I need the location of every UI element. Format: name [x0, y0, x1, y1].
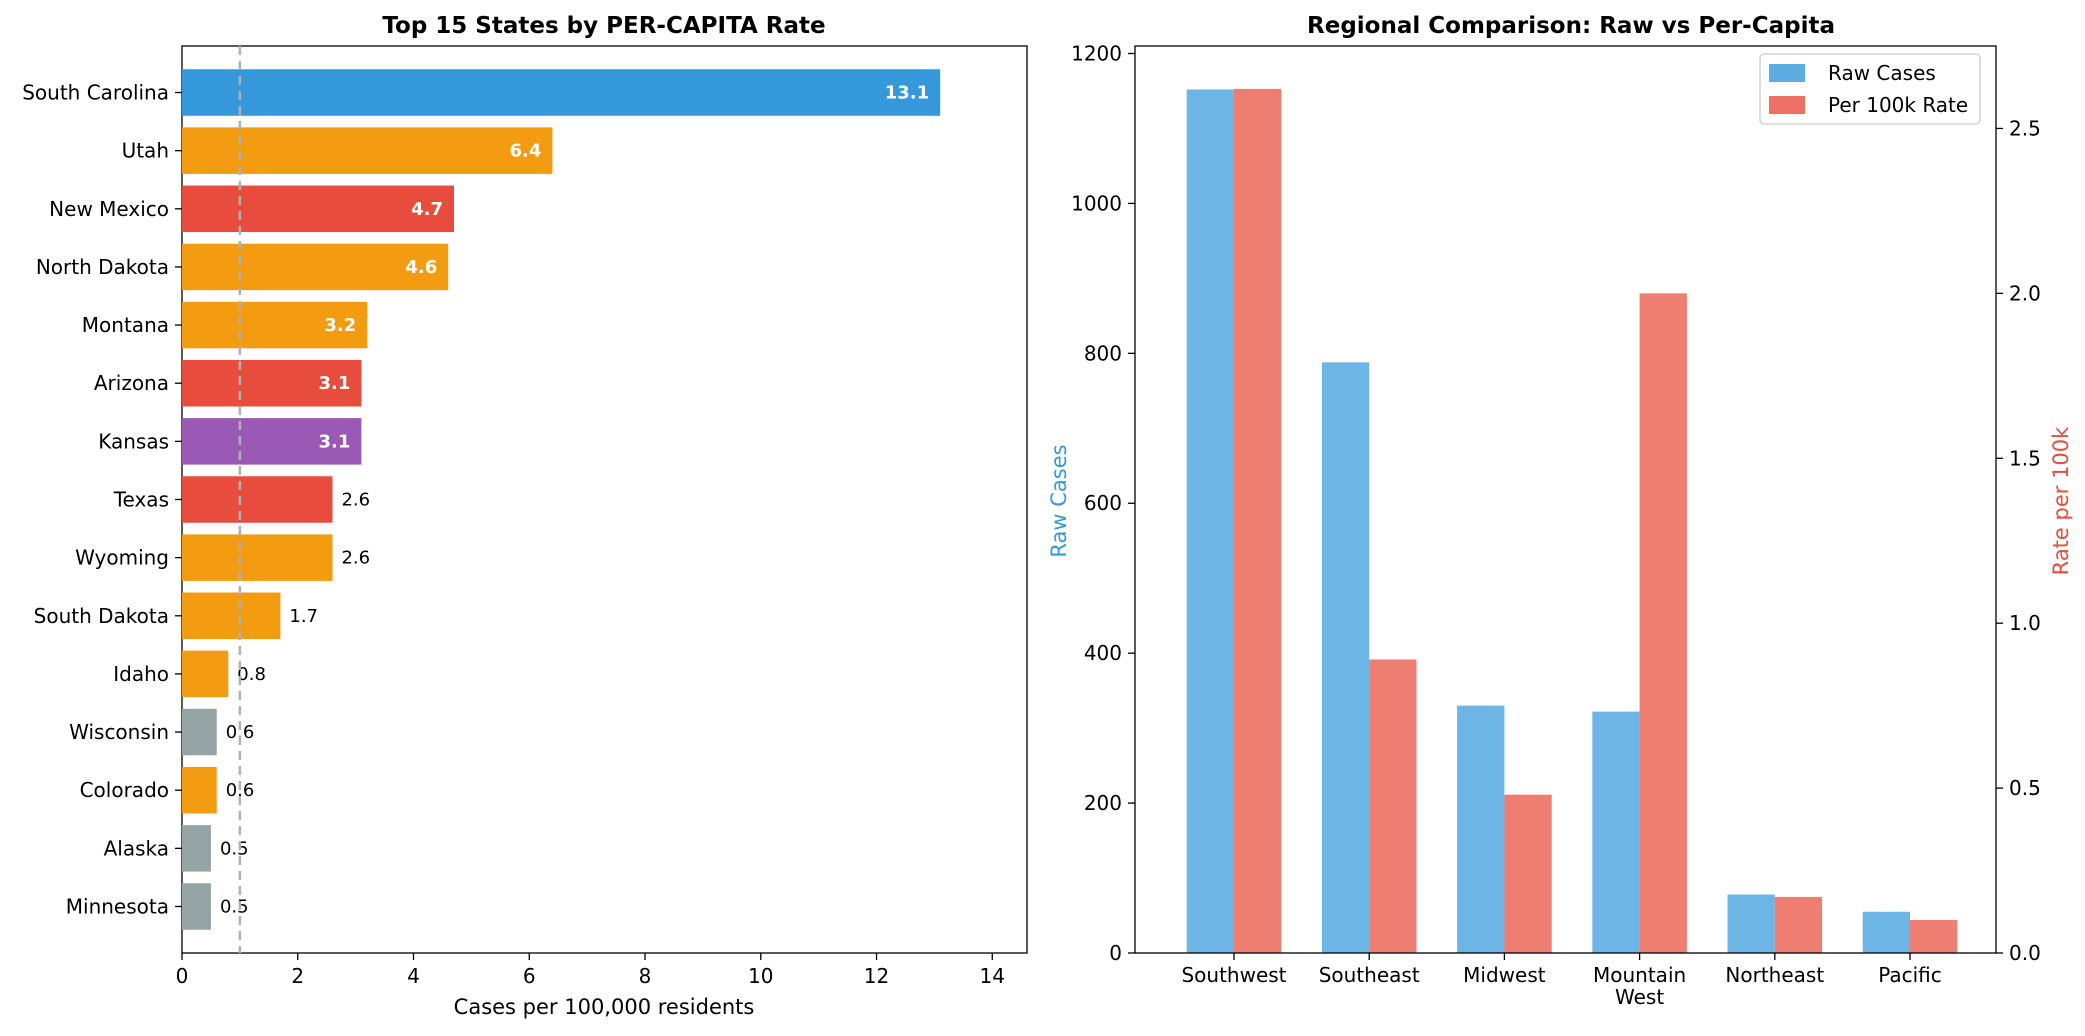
right-right-y-ticks: 0.0 0.5 1.0 1.5 2.0 2.5	[1996, 116, 2041, 965]
y-tick-label: 1200	[1071, 41, 1122, 65]
y-tick-label: 1000	[1071, 191, 1122, 215]
x-tick-label: 2	[291, 964, 304, 988]
bar-texas	[182, 476, 332, 523]
y-tick-label: Wisconsin	[69, 720, 169, 744]
y-tick-label: 0	[1109, 941, 1122, 965]
bar-rate-1	[1369, 659, 1416, 953]
y2-tick-label: 2.5	[2009, 116, 2041, 140]
bar-value-label: 0.5	[220, 896, 249, 917]
bar-value-label: 0.5	[220, 838, 249, 859]
y2-tick-label: 1.0	[2009, 611, 2041, 635]
bar-wisconsin	[182, 709, 217, 756]
bar-value-label: 2.6	[341, 548, 370, 569]
bar-raw-4	[1728, 895, 1775, 953]
bar-utah	[182, 127, 552, 174]
y-tick-label: 200	[1084, 791, 1122, 815]
bar-raw-2	[1457, 706, 1504, 953]
y-tick-label: Kansas	[98, 429, 169, 453]
y2-tick-label: 1.5	[2009, 446, 2041, 470]
bar-idaho	[182, 651, 228, 698]
bar-raw-0	[1187, 89, 1234, 953]
y-tick-label: Idaho	[113, 662, 169, 686]
legend-label-raw: Raw Cases	[1828, 61, 1936, 85]
bar-value-label: 1.7	[289, 606, 318, 627]
bar-value-label: 4.6	[405, 257, 437, 278]
y-tick-label: Wyoming	[75, 546, 169, 570]
bar-value-label: 3.1	[319, 431, 351, 452]
bar-value-label: 3.1	[319, 373, 351, 394]
y-tick-label: South Carolina	[22, 81, 169, 105]
x-tick-label: 14	[980, 964, 1005, 988]
bar-raw-5	[1863, 912, 1910, 953]
bar-rate-3	[1640, 293, 1687, 953]
x-tick-label: 10	[748, 964, 773, 988]
bar-value-label: 4.7	[411, 199, 443, 220]
bar-minnesota	[182, 883, 211, 930]
x-tick-label: 8	[639, 964, 652, 988]
bar-rate-0	[1234, 89, 1281, 953]
bar-alaska	[182, 825, 211, 872]
y-tick-label: New Mexico	[49, 197, 169, 221]
bar-rate-4	[1775, 897, 1822, 953]
x-tick-label: 0	[176, 964, 189, 988]
x-tick-label: Southwest	[1181, 963, 1286, 987]
left-chart-title: Top 15 States by PER-CAPITA Rate	[382, 13, 825, 39]
bar-colorado	[182, 767, 217, 814]
y-tick-label: North Dakota	[36, 255, 169, 279]
y-tick-label: Montana	[82, 313, 169, 337]
bar-rate-2	[1504, 795, 1551, 953]
y-tick-label: Colorado	[80, 778, 169, 802]
left-bar-series: 13.1 6.4 4.7 4.6 3.2 3.1 3.1 2.6 2.6 1.7 0.8 0.6 0.6…	[182, 46, 940, 953]
bar-south-carolina	[182, 69, 940, 116]
legend-label-rate: Per 100k Rate	[1828, 93, 1968, 117]
x-tick-label: West	[1615, 985, 1664, 1009]
x-tick-label: Pacific	[1878, 963, 1942, 987]
legend: Raw Cases Per 100k Rate	[1760, 54, 1980, 124]
y-tick-label: South Dakota	[34, 604, 169, 628]
x-tick-label: Southeast	[1319, 963, 1420, 987]
left-y-tick-labels: South Carolina Utah New Mexico North Dakota…	[22, 81, 182, 919]
legend-swatch-rate	[1769, 96, 1805, 114]
right-y-axis-label: Raw Cases	[1047, 444, 1071, 557]
bar-raw-1	[1322, 362, 1369, 953]
y-tick-label: 800	[1084, 341, 1122, 365]
right-left-y-ticks: 0 200 400 600 800 1000 1200	[1071, 41, 1135, 965]
x-tick-label: Midwest	[1463, 963, 1546, 987]
y-tick-label: 600	[1084, 491, 1122, 515]
right-chart-panel: Regional Comparison: Raw vs Per-Capita 0…	[1047, 13, 2073, 1009]
x-tick-label: 12	[864, 964, 889, 988]
bar-south-dakota	[182, 593, 280, 640]
left-chart-panel: Top 15 States by PER-CAPITA Rate 13.1 6.4…	[22, 13, 1027, 1019]
bar-value-label: 6.4	[510, 141, 542, 162]
y-tick-label: 400	[1084, 641, 1122, 665]
legend-swatch-raw	[1769, 64, 1805, 82]
x-tick-label: 4	[407, 964, 420, 988]
y2-tick-label: 2.0	[2009, 281, 2041, 305]
x-tick-label: 6	[523, 964, 536, 988]
y-tick-label: Minnesota	[66, 894, 169, 918]
y2-tick-label: 0.0	[2009, 941, 2041, 965]
y-tick-label: Texas	[113, 488, 169, 512]
right-y2-axis-label: Rate per 100k	[2049, 426, 2073, 575]
y2-tick-label: 0.5	[2009, 776, 2041, 800]
left-x-ticks: 0 2 4 6 8 10 12 14	[176, 953, 1005, 988]
x-tick-label: Mountain	[1593, 963, 1686, 987]
y-tick-label: Alaska	[104, 836, 169, 860]
chart-canvas: Top 15 States by PER-CAPITA Rate 13.1 6.4…	[0, 0, 2085, 1032]
bar-raw-3	[1592, 712, 1639, 953]
y-tick-label: Utah	[122, 139, 169, 163]
right-bar-series	[1187, 89, 1958, 953]
left-x-axis-label: Cases per 100,000 residents	[454, 995, 755, 1019]
bar-rate-5	[1910, 920, 1957, 953]
bar-wyoming	[182, 534, 332, 581]
bar-value-label: 0.8	[237, 664, 266, 685]
bar-value-label: 13.1	[885, 83, 929, 104]
bar-value-label: 2.6	[341, 490, 370, 511]
y-tick-label: Arizona	[94, 371, 169, 395]
x-tick-label: Northeast	[1725, 963, 1824, 987]
right-chart-title: Regional Comparison: Raw vs Per-Capita	[1307, 13, 1835, 39]
figure: Top 15 States by PER-CAPITA Rate 13.1 6.4…	[0, 0, 2085, 1032]
bar-value-label: 3.2	[324, 315, 356, 336]
